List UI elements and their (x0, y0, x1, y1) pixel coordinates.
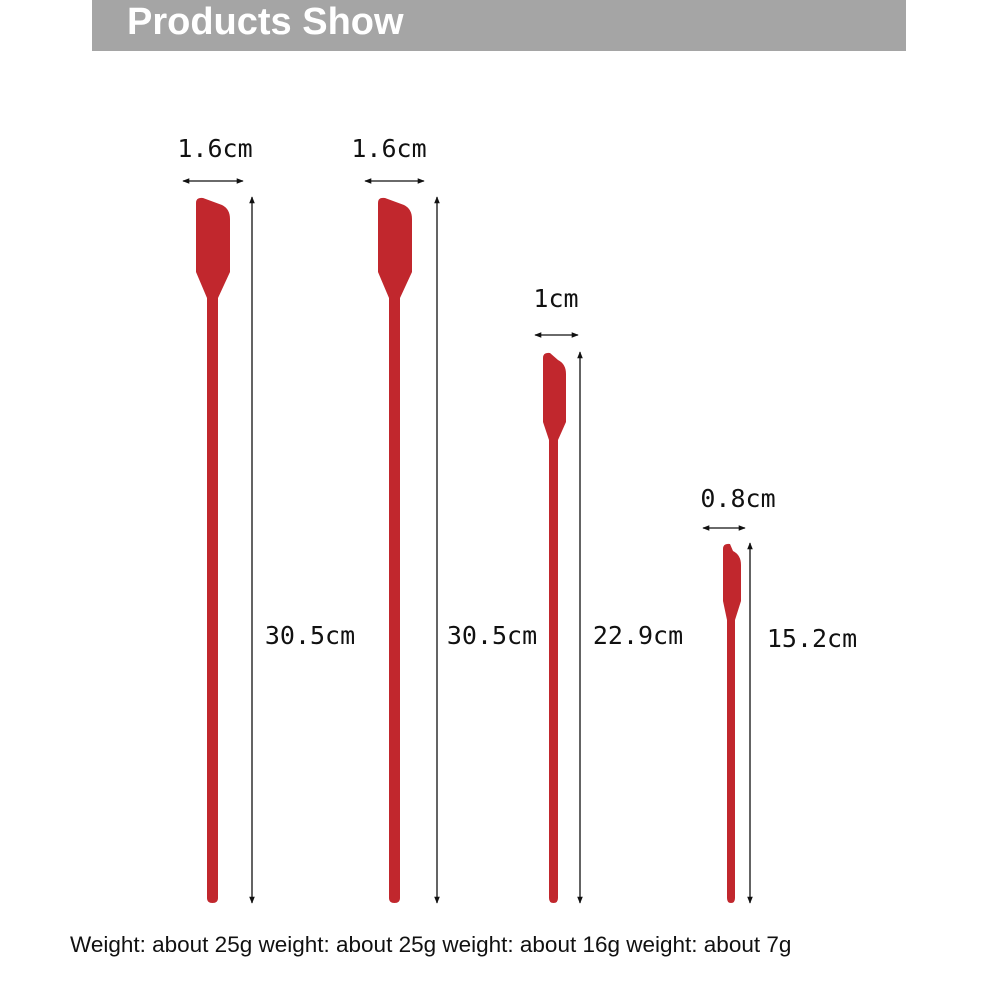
width-label: 1.6cm (351, 134, 426, 163)
header-bar (92, 0, 906, 51)
width-label: 1.6cm (177, 134, 252, 163)
spatula (723, 543, 741, 903)
weights-text: Weight: about 25g weight: about 25g weig… (70, 932, 791, 957)
length-label: 30.5cm (265, 621, 355, 650)
length-label: 15.2cm (767, 624, 857, 653)
header-title: Products Show (127, 1, 404, 43)
spatula (196, 197, 230, 903)
spatula (378, 197, 412, 903)
width-label: 1cm (533, 284, 578, 313)
width-label: 0.8cm (700, 484, 775, 513)
length-label: 30.5cm (447, 621, 537, 650)
length-label: 22.9cm (593, 621, 683, 650)
spatula (543, 352, 566, 903)
